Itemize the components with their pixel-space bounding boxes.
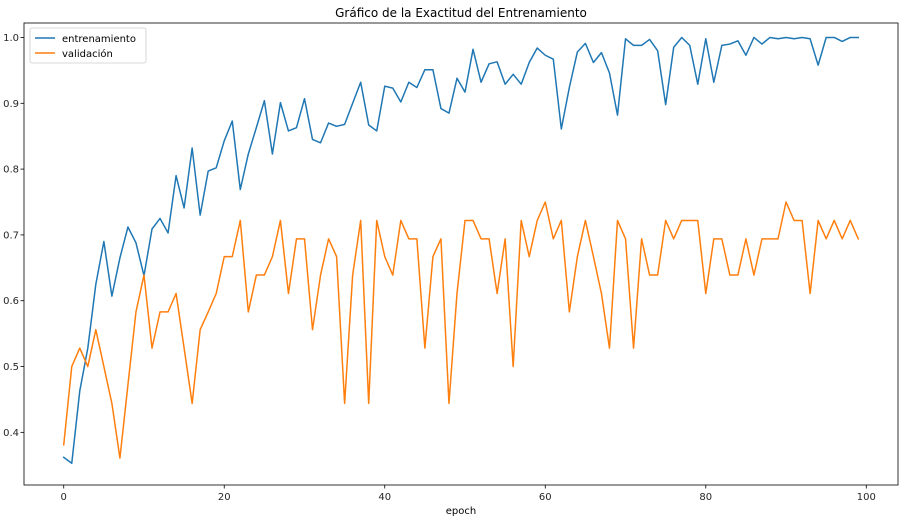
x-tick-label: 0 [61,492,67,503]
x-tick-label: 40 [378,492,391,503]
legend-box [29,27,147,64]
y-tick-label: 0.6 [3,296,19,307]
plot-lines [62,36,860,465]
legend-label-validacion: validación [62,48,113,60]
series-line-entrenamiento [62,36,860,465]
x-tick-label: 80 [699,492,712,503]
series-line-validacion [62,201,860,459]
x-tick-label: 60 [539,492,552,503]
y-tick-label: 0.4 [3,428,19,439]
plot-frame [23,22,899,486]
y-axis: 0.4 0.5 0.6 0.7 0.8 0.9 1.0 [3,33,24,439]
legend: entrenamiento validación [29,27,147,64]
x-axis: 0 20 40 60 80 100 [61,485,876,503]
y-tick-label: 0.8 [3,165,19,176]
x-axis-label: epoch [446,506,476,517]
y-tick-label: 1.0 [3,33,19,44]
y-tick-label: 0.7 [3,230,19,241]
chart-title: Gráfico de la Exactitud del Entrenamient… [335,6,587,20]
x-tick-label: 20 [218,492,231,503]
x-tick-label: 100 [857,492,876,503]
legend-label-entrenamiento: entrenamiento [62,34,136,45]
y-tick-label: 0.5 [3,362,19,373]
y-tick-label: 0.9 [3,99,19,110]
